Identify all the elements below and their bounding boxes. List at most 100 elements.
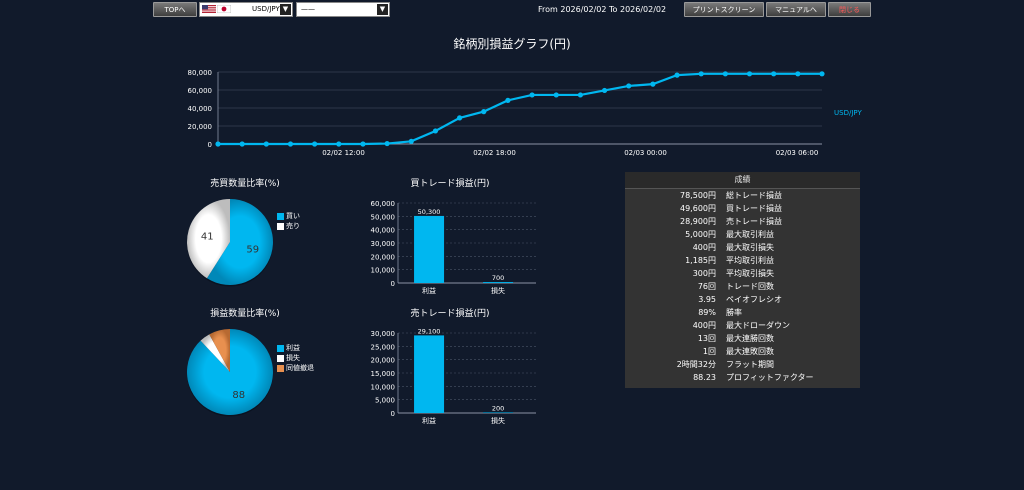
stats-row: 13回 最大連勝回数 bbox=[625, 332, 860, 345]
legend-label: 利益 bbox=[286, 344, 300, 352]
bar bbox=[414, 335, 445, 413]
manual-button[interactable]: マニュアルへ bbox=[766, 2, 826, 17]
data-point bbox=[626, 83, 632, 89]
stats-value: 28,900円 bbox=[680, 217, 716, 226]
stats-label: トレード回数 bbox=[726, 282, 774, 291]
slice-label: 59 bbox=[246, 245, 259, 256]
bar-value-label: 200 bbox=[492, 404, 504, 412]
stats-label: 最大ドローダウン bbox=[726, 321, 790, 330]
y-tick-label: 60,000 bbox=[371, 200, 396, 208]
x-tick-label: 02/02 18:00 bbox=[473, 149, 516, 157]
sell-bar-chart: 0 5,000 10,000 15,000 20,000 25,000 30,000 29,1… bbox=[371, 327, 536, 425]
stats-label: 最大取引損失 bbox=[726, 243, 774, 252]
y-tick-label: 40,000 bbox=[371, 227, 396, 235]
stats-row: 88.23 プロフィットファクター bbox=[625, 371, 860, 384]
y-tick-label: 50,000 bbox=[371, 213, 396, 221]
y-tick-label: 30,000 bbox=[371, 330, 396, 338]
win-loss-pie-chart: 88 bbox=[187, 329, 273, 417]
data-point bbox=[795, 71, 801, 77]
data-point bbox=[505, 97, 511, 103]
stats-value: 1回 bbox=[702, 347, 716, 356]
bar bbox=[483, 282, 514, 283]
stats-label: 総トレード損益 bbox=[726, 191, 782, 200]
stats-value: 76回 bbox=[697, 282, 716, 291]
stats-row: 400円 最大取引損失 bbox=[625, 241, 860, 254]
data-point bbox=[698, 71, 704, 77]
close-button[interactable]: 閉じる bbox=[828, 2, 871, 17]
stats-value: 3.95 bbox=[698, 295, 716, 304]
stats-label: 勝率 bbox=[726, 308, 742, 317]
data-point bbox=[529, 92, 535, 98]
data-point bbox=[722, 71, 728, 77]
stats-value: 89% bbox=[698, 308, 716, 317]
stats-value: 5,000円 bbox=[685, 230, 716, 239]
y-tick-label: 10,000 bbox=[371, 267, 396, 275]
stats-label: 平均取引利益 bbox=[726, 256, 774, 265]
pair-select[interactable]: USD/JPY ▼ bbox=[199, 2, 293, 17]
second-value: —— bbox=[301, 5, 315, 13]
data-point bbox=[553, 92, 559, 98]
chevron-down-icon: ▼ bbox=[280, 4, 291, 15]
stats-label: 平均取引損失 bbox=[726, 269, 774, 278]
stats-row: 400円 最大ドローダウン bbox=[625, 319, 860, 332]
stats-value: 1,185円 bbox=[685, 256, 716, 265]
category-label: 損失 bbox=[491, 416, 505, 425]
buy-bar-title: 買トレード損益(円) bbox=[410, 179, 490, 189]
pie-buy-sell-title: 売買数量比率(%) bbox=[210, 179, 280, 189]
legend-label: 損失 bbox=[286, 354, 300, 362]
data-point bbox=[360, 141, 366, 147]
stats-label: ペイオフレシオ bbox=[726, 295, 782, 304]
category-label: 利益 bbox=[422, 416, 436, 425]
data-point bbox=[577, 92, 583, 98]
y-tick-label: 20,000 bbox=[371, 357, 396, 365]
stats-row: 1,185円 平均取引利益 bbox=[625, 254, 860, 267]
series-legend: USD/JPY bbox=[834, 109, 862, 117]
print-screen-button[interactable]: プリントスクリーン bbox=[684, 2, 764, 17]
data-point bbox=[650, 81, 656, 87]
data-point bbox=[287, 141, 294, 147]
pie-slice bbox=[200, 334, 230, 372]
category-label: 利益 bbox=[422, 286, 436, 295]
stats-value: 2時間32分 bbox=[676, 360, 716, 369]
legend-label: 売り bbox=[286, 222, 300, 230]
bar bbox=[414, 215, 445, 283]
data-point bbox=[771, 71, 777, 77]
y-tick-label: 40,000 bbox=[188, 105, 213, 113]
stats-row: 28,900円 売トレード損益 bbox=[625, 215, 860, 228]
stats-row: 2時間32分 フラット期間 bbox=[625, 358, 860, 371]
data-point bbox=[336, 141, 342, 147]
sell-bar-title: 売トレード損益(円) bbox=[410, 309, 490, 319]
y-tick-label: 20,000 bbox=[188, 123, 213, 131]
x-tick-label: 02/02 12:00 bbox=[322, 149, 365, 157]
y-tick-label: 0 bbox=[391, 410, 395, 418]
y-tick-label: 20,000 bbox=[371, 253, 396, 261]
y-tick-label: 25,000 bbox=[371, 343, 396, 351]
x-tick-label: 02/03 06:00 bbox=[776, 149, 819, 157]
stats-value: 13回 bbox=[697, 334, 716, 343]
y-tick-label: 80,000 bbox=[188, 69, 213, 77]
stats-row: 300円 平均取引損失 bbox=[625, 267, 860, 280]
data-point bbox=[239, 141, 245, 147]
pie-slice bbox=[187, 199, 230, 279]
bar-value-label: 29,100 bbox=[418, 327, 441, 335]
pie-win-loss-legend: 利益 損失 同値撤退 bbox=[277, 343, 314, 373]
stats-value: 78,500円 bbox=[680, 191, 716, 200]
category-label: 損失 bbox=[491, 286, 505, 295]
stats-row: 5,000円 最大取引利益 bbox=[625, 228, 860, 241]
top-button[interactable]: TOPへ bbox=[153, 2, 197, 17]
stats-table: 成績 78,500円 総トレード損益 49,600円 買トレード損益 28,900円 売ト… bbox=[625, 172, 860, 388]
pl-line-chart: 0 20,000 40,000 60,000 80,000 02/02 12:00 02/0… bbox=[188, 69, 863, 157]
stats-label: 最大連敗回数 bbox=[726, 347, 774, 356]
line-chart-title: 銘柄別損益グラフ(円) bbox=[453, 37, 571, 51]
y-tick-label: 5,000 bbox=[375, 397, 395, 405]
second-select[interactable]: —— ▼ bbox=[296, 2, 390, 17]
stats-row: 1回 最大連敗回数 bbox=[625, 345, 860, 358]
stats-row: 49,600円 買トレード損益 bbox=[625, 202, 860, 215]
y-tick-label: 10,000 bbox=[371, 383, 396, 391]
legend-label: 同値撤退 bbox=[286, 364, 314, 372]
bar-value-label: 700 bbox=[492, 274, 504, 282]
data-point bbox=[457, 115, 463, 121]
stats-row: 78,500円 総トレード損益 bbox=[625, 189, 860, 202]
japan-flag-icon bbox=[217, 5, 231, 13]
y-tick-label: 60,000 bbox=[188, 87, 213, 95]
